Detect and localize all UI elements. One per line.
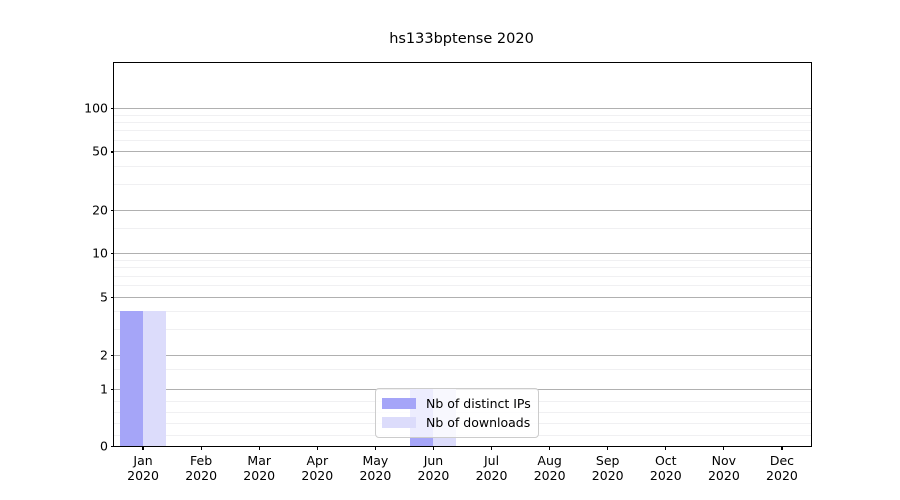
- x-tick-label-year: 2020: [707, 468, 740, 483]
- gridline-minor: [114, 140, 811, 142]
- plot-area: 0 1 2 5 10 20 50 100 Jan 2020 Feb 2020 Mar 2020 Apr 20…: [84, 62, 812, 483]
- x-tick-label: May 2020: [359, 453, 391, 483]
- x-tick-mark: [316, 446, 318, 450]
- gridline-major: [114, 151, 811, 153]
- gridline-minor: [114, 267, 811, 269]
- x-tick-mark: [549, 446, 551, 450]
- gridline-minor: [114, 114, 811, 116]
- y-tick-mark: [110, 446, 114, 448]
- y-tick-label: 50: [92, 143, 108, 159]
- x-tick-label: Jun 2020: [418, 453, 450, 483]
- y-tick-mark: [110, 209, 114, 211]
- x-tick-label-year: 2020: [533, 468, 566, 483]
- x-tick-label-month: Jun: [423, 453, 444, 468]
- gridline-minor: [114, 259, 811, 261]
- gridline-minor: [114, 369, 811, 371]
- y-tick-label: 20: [92, 202, 108, 218]
- x-tick-label-month: May: [362, 453, 389, 468]
- gridline-minor: [114, 329, 811, 331]
- legend-item[interactable]: Nb of downloads: [382, 413, 531, 432]
- x-tick-mark: [432, 446, 434, 450]
- gridline-major: [114, 296, 811, 298]
- x-tick-label-year: 2020: [475, 468, 508, 483]
- y-tick-label: 2: [100, 347, 108, 363]
- y-tick-label: 1: [100, 381, 108, 397]
- bar-downloads: [143, 310, 167, 446]
- x-tick-label-month: Apr: [306, 453, 329, 468]
- x-tick-label-month: Sep: [595, 453, 620, 468]
- gridline-major: [114, 108, 811, 110]
- page-title: hs133bptense 2020: [389, 31, 534, 47]
- gridline-minor: [114, 183, 811, 185]
- legend-swatch-distinct-ips: [382, 398, 416, 409]
- x-tick-label: Aug 2020: [534, 453, 566, 483]
- x-tick-label-month: Oct: [654, 453, 677, 468]
- x-tick-label-month: Feb: [190, 453, 213, 468]
- x-tick-mark: [374, 446, 376, 450]
- x-tick-label: Apr 2020: [301, 453, 333, 483]
- x-tick-label-month: Mar: [247, 453, 271, 468]
- x-tick-label-year: 2020: [359, 468, 392, 483]
- x-tick-label: Oct 2020: [650, 453, 682, 483]
- x-tick-label-year: 2020: [649, 468, 682, 483]
- y-tick-mark: [110, 151, 114, 153]
- x-tick-label: Sep 2020: [592, 453, 624, 483]
- x-tick-label-year: 2020: [591, 468, 624, 483]
- gridline-major: [114, 253, 811, 255]
- legend-swatch-downloads: [382, 417, 416, 428]
- legend-item[interactable]: Nb of distinct IPs: [382, 394, 531, 413]
- gridline-minor: [114, 227, 811, 229]
- y-tick-mark: [110, 389, 114, 391]
- y-tick-mark: [110, 108, 114, 110]
- gridline-major: [114, 209, 811, 211]
- y-tick-label: 5: [100, 289, 108, 305]
- x-tick-label: Nov 2020: [708, 453, 740, 483]
- y-tick-label: 10: [92, 245, 108, 261]
- x-tick-label-year: 2020: [127, 468, 159, 483]
- x-tick-mark: [258, 446, 260, 450]
- x-tick-label-month: Jul: [483, 453, 500, 468]
- x-tick-label-year: 2020: [243, 468, 276, 483]
- y-tick-label: 100: [84, 100, 108, 116]
- x-tick-mark: [607, 446, 609, 450]
- x-tick-label-month: Nov: [711, 453, 737, 468]
- gridline-minor: [114, 165, 811, 167]
- x-tick-mark: [781, 446, 783, 450]
- x-tick-mark: [723, 446, 725, 450]
- gridline-minor: [114, 122, 811, 124]
- x-tick-label-month: Aug: [537, 453, 562, 468]
- y-tick-label: 0: [100, 438, 108, 454]
- bar-distinct-ips: [120, 310, 144, 446]
- x-tick-mark: [665, 446, 667, 450]
- x-tick-label: Feb 2020: [185, 453, 217, 483]
- x-tick-label-month: Dec: [769, 453, 795, 468]
- legend-label: Nb of downloads: [426, 415, 531, 430]
- gridline-minor: [114, 310, 811, 312]
- gridline-minor: [114, 275, 811, 277]
- y-tick-mark: [110, 296, 114, 298]
- x-tick-label: Jul 2020: [476, 453, 508, 483]
- x-tick-label: Mar 2020: [243, 453, 275, 483]
- y-tick-mark: [110, 354, 114, 356]
- legend-label: Nb of distinct IPs: [426, 396, 531, 411]
- x-tick-label: Dec 2020: [766, 453, 798, 483]
- x-tick-label-year: 2020: [185, 468, 218, 483]
- y-tick-mark: [110, 253, 114, 255]
- x-tick-label: Jan 2020: [127, 453, 159, 483]
- gridline-minor: [114, 285, 811, 287]
- x-tick-label-month: Jan: [133, 453, 153, 468]
- x-tick-mark: [142, 446, 144, 450]
- x-tick-mark: [200, 446, 202, 450]
- x-tick-label-year: 2020: [417, 468, 450, 483]
- x-tick-label-year: 2020: [766, 468, 798, 483]
- gridline-minor: [114, 130, 811, 132]
- gridline-major: [114, 354, 811, 356]
- x-tick-label-year: 2020: [301, 468, 334, 483]
- chart-legend: Nb of distinct IPs Nb of downloads: [375, 388, 539, 438]
- x-tick-mark: [490, 446, 493, 450]
